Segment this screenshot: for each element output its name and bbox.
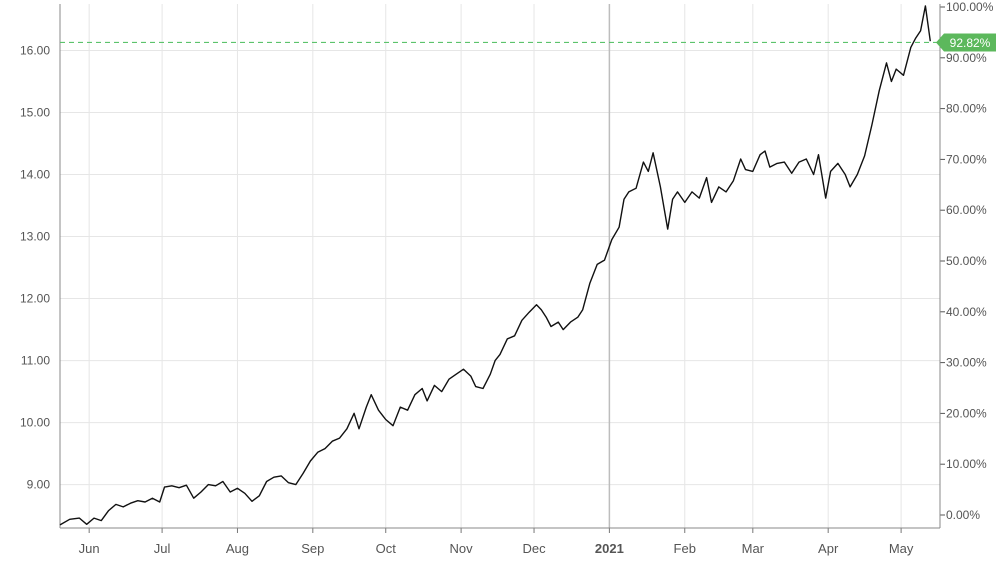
y-tick-label-right: 60.00%: [946, 203, 987, 217]
x-tick-label: Nov: [450, 541, 474, 556]
x-tick-label: Oct: [376, 541, 397, 556]
x-tick-label: Feb: [674, 541, 696, 556]
y-tick-label-right: 40.00%: [946, 305, 987, 319]
x-tick-label: Mar: [742, 541, 765, 556]
y-tick-label-right: 30.00%: [946, 356, 987, 370]
y-tick-label-left: 14.00: [20, 168, 50, 182]
y-tick-label-left: 15.00: [20, 106, 50, 120]
y-tick-label-right: 50.00%: [946, 254, 987, 268]
x-tick-label: Apr: [818, 541, 839, 556]
y-tick-label-right: 10.00%: [946, 457, 987, 471]
price-series-line: [59, 5, 931, 526]
series-group: [59, 5, 931, 526]
x-tick-label: 2021: [595, 541, 624, 556]
x-tick-label: Aug: [226, 541, 249, 556]
x-tick-label: Jun: [79, 541, 100, 556]
reference-badge-label: 92.82%: [950, 36, 991, 50]
y-tick-label-left: 9.00: [27, 478, 51, 492]
reference-badge: [936, 33, 996, 52]
x-tick-label: Dec: [522, 541, 546, 556]
y-tick-label-left: 16.00: [20, 44, 50, 58]
y-tick-label-right: 70.00%: [946, 152, 987, 166]
grid: [60, 4, 940, 528]
axes: [59, 4, 945, 533]
x-tick-label: Sep: [301, 541, 324, 556]
reference-line-group: 92.82%: [60, 33, 996, 52]
y-tick-label-right: 20.00%: [946, 406, 987, 420]
y-tick-label-left: 13.00: [20, 230, 50, 244]
y-tick-label-left: 11.00: [21, 354, 50, 368]
y-tick-label-left: 12.00: [20, 292, 50, 306]
y-tick-label-left: 10.00: [20, 416, 50, 430]
x-tick-label: Jul: [154, 541, 171, 556]
y-tick-label-right: 100.00%: [946, 0, 994, 14]
y-tick-label-right: 0.00%: [946, 508, 980, 522]
y-tick-label-right: 80.00%: [946, 102, 987, 116]
axis-labels: 9.00 10.00 11.00 12.00 13.00 14.00 15.00 16.00 0…: [20, 0, 994, 556]
x-tick-label: May: [889, 541, 914, 556]
y-tick-label-right: 90.00%: [946, 51, 987, 65]
